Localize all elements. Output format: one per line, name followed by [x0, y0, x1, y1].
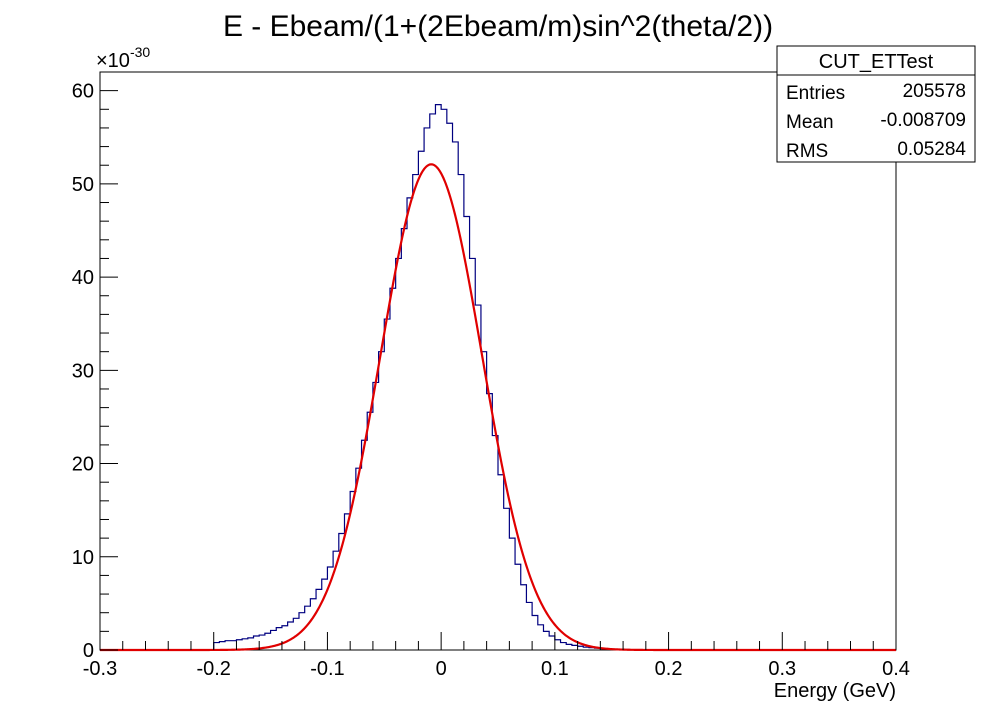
x-axis: -0.3 -0.2 -0.1 0 0.1 0.2 0.3 0.4 — [83, 632, 910, 680]
stats-value-mean: -0.008709 — [880, 110, 966, 131]
x-tick-label: -0.1 — [310, 658, 344, 680]
y-tick-label: 20 — [72, 454, 94, 476]
chart-title: E - Ebeam/(1+(2Ebeam/m)sin^2(theta/2)) — [223, 10, 773, 43]
histogram-outline — [100, 104, 896, 651]
plot-frame — [99, 71, 897, 651]
stats-value-rms: 0.05284 — [897, 139, 966, 160]
y-tick-label: 40 — [72, 267, 94, 289]
stats-frame — [776, 45, 976, 163]
y-scale-exponent: -30 — [130, 44, 150, 60]
x-tick-label: 0.4 — [882, 658, 910, 680]
x-tick-label: -0.2 — [196, 658, 230, 680]
x-tick-label: -0.3 — [83, 658, 117, 680]
x-tick-label: 0 — [436, 658, 447, 680]
stats-label-entries: Entries — [786, 83, 845, 104]
y-tick-label: 10 — [72, 547, 94, 569]
x-tick-label: 0.3 — [768, 658, 796, 680]
y-tick-label: 0 — [83, 640, 94, 662]
stats-label-rms: RMS — [786, 141, 828, 162]
histogram-series — [100, 104, 896, 651]
stats-label-mean: Mean — [786, 112, 834, 133]
y-tick-label: 50 — [72, 174, 94, 196]
stats-title: CUT_ETTest — [819, 51, 934, 73]
x-tick-label: 0.1 — [541, 658, 569, 680]
y-scale-base: ×10 — [96, 50, 130, 72]
y-scale-factor: ×10-30 — [96, 44, 150, 72]
fit-curve — [100, 163, 896, 652]
x-axis-label: Energy (GeV) — [774, 680, 896, 702]
y-tick-label: 30 — [72, 360, 94, 382]
y-axis: 0 10 20 30 40 50 60 — [72, 71, 118, 662]
stats-value-entries: 205578 — [903, 81, 966, 102]
x-tick-label: 0.2 — [655, 658, 683, 680]
fit-curve-group — [100, 163, 896, 652]
stats-box: CUT_ETTest Entries 205578 Mean -0.008709… — [776, 45, 976, 163]
y-tick-label: 60 — [72, 81, 94, 103]
